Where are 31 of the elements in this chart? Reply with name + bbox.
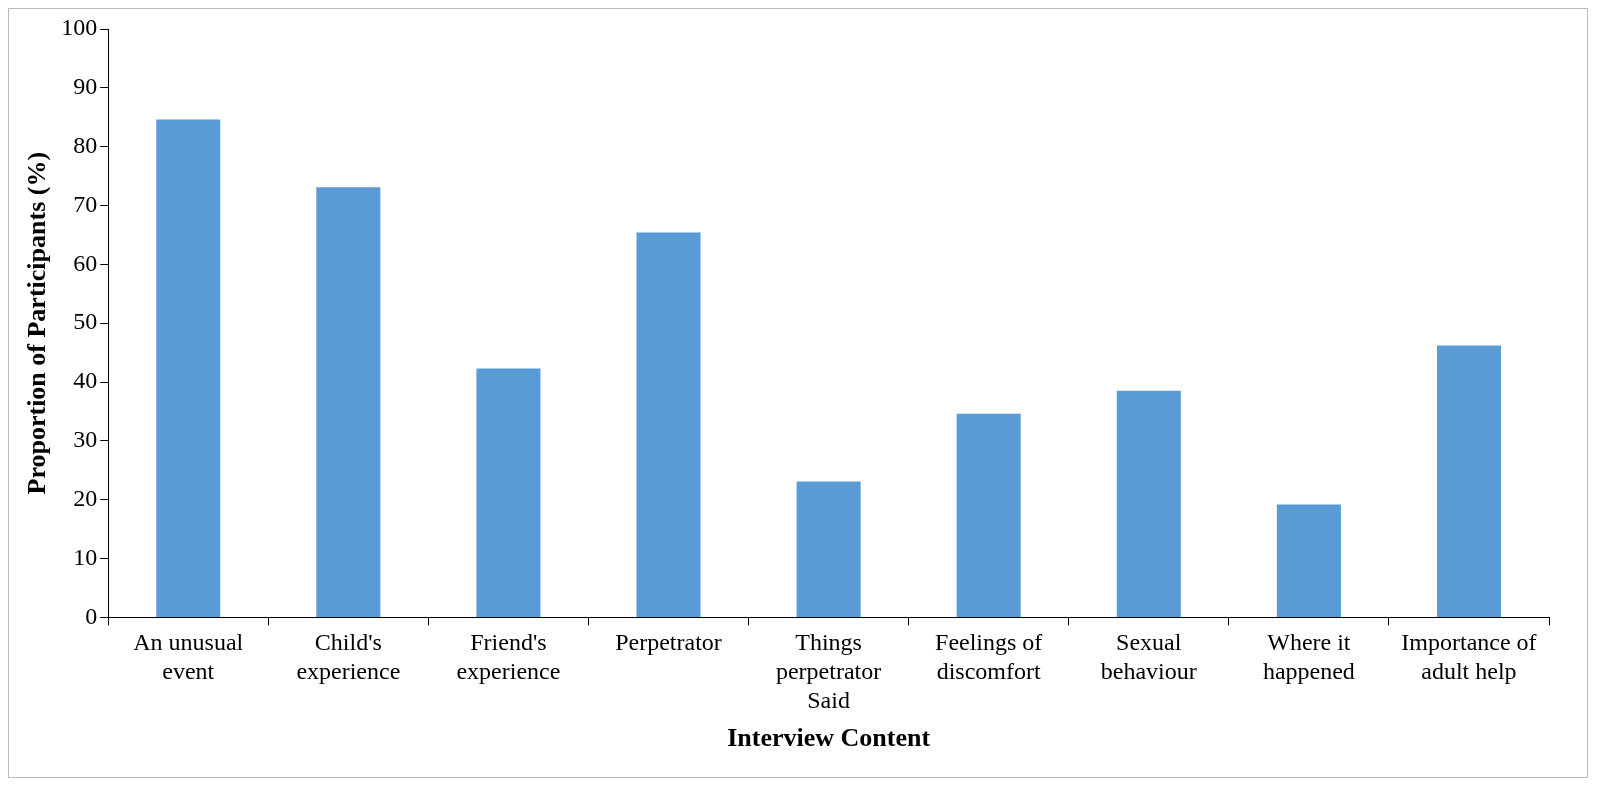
x-tick-label: Child's experience xyxy=(296,629,401,684)
y-tick-label: 10 xyxy=(73,543,98,570)
y-tick-label: 40 xyxy=(73,367,98,394)
x-tick-label: An unusual event xyxy=(133,629,244,684)
bar xyxy=(316,187,381,617)
x-tick-label: Sexual behaviour xyxy=(1100,629,1197,684)
y-tick-label: 50 xyxy=(73,308,98,335)
y-tick-label: 30 xyxy=(73,426,98,453)
y-axis-title: Proportion of Participants (%) xyxy=(22,151,52,495)
x-tick-label: Things perpetrator Said xyxy=(775,629,882,713)
bar xyxy=(1276,504,1341,617)
x-tick-label: Friend's experience xyxy=(456,629,561,684)
bar xyxy=(956,413,1021,617)
x-tick-label: Feelings of discomfort xyxy=(935,629,1043,684)
y-tick-label: 20 xyxy=(73,485,98,512)
bar xyxy=(636,232,701,617)
bar xyxy=(1116,390,1181,617)
y-tick-label: 60 xyxy=(73,249,98,276)
y-tick-label: 90 xyxy=(73,73,98,100)
y-tick-label: 70 xyxy=(73,190,98,217)
x-tick-label: Perpetrator xyxy=(615,629,722,656)
bar xyxy=(1436,345,1501,617)
y-tick-label: 80 xyxy=(73,131,98,158)
x-tick-label: Importance of adult help xyxy=(1401,629,1537,684)
y-tick-label: 0 xyxy=(85,602,98,629)
x-axis-title: Interview Content xyxy=(727,723,931,753)
bar xyxy=(476,368,541,617)
x-tick-label: Where it happened xyxy=(1262,629,1355,684)
y-tick-label: 100 xyxy=(61,14,98,41)
bar xyxy=(156,119,221,617)
bar xyxy=(796,481,861,617)
